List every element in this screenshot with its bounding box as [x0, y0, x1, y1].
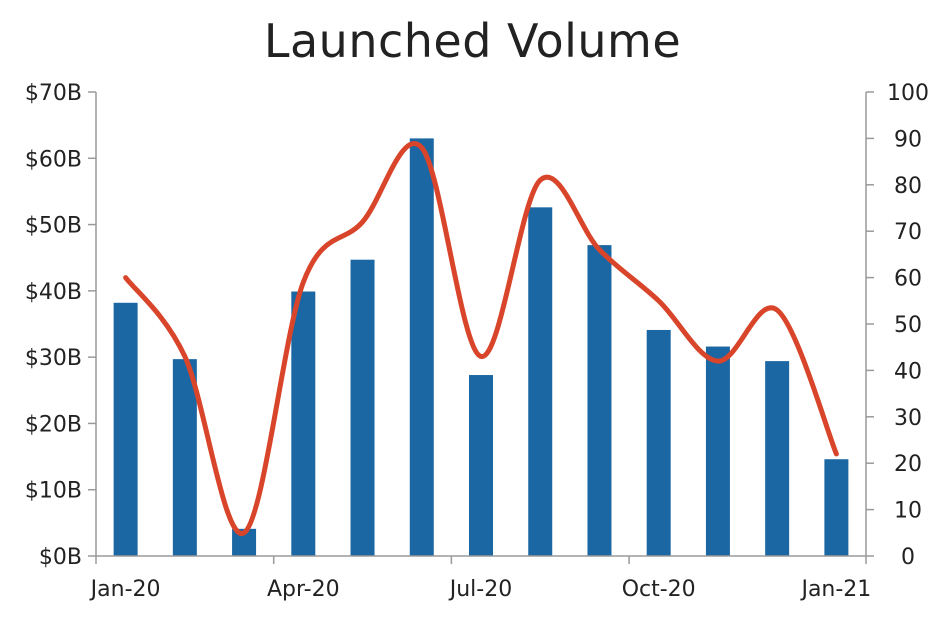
bar-Aug-20 [528, 207, 553, 556]
y-left-tick-label: $10B [25, 479, 82, 504]
x-tick-label: Apr-20 [267, 577, 340, 602]
y-left-tick-label: $60B [25, 147, 82, 172]
y-left-tick-label: $30B [25, 346, 82, 371]
y-right-tick-label: 70 [894, 220, 922, 245]
bar-Feb-20 [172, 359, 197, 556]
y-left-tick-label: $70B [25, 81, 82, 106]
y-right-tick-label: 10 [894, 499, 922, 524]
labels-layer: $0B $10B $20B $30B $40B $50B $60B $70B 0 10 20 30 40… [25, 81, 929, 602]
bar-Nov-20 [705, 346, 730, 556]
bars-layer [113, 138, 849, 556]
bar-Jan-21 [824, 459, 849, 556]
y-left-tick-label: $40B [25, 280, 82, 305]
chart-title: Launched Volume [263, 14, 682, 68]
y-right-tick-label: 0 [901, 545, 915, 570]
bar-Mar-20 [232, 528, 257, 556]
bar-Sep-20 [587, 245, 612, 556]
bar-Jan-20 [113, 302, 138, 556]
y-right-tick-label: 100 [887, 81, 929, 106]
bar-May-20 [350, 259, 375, 556]
y-right-tick-label: 30 [894, 406, 922, 431]
bar-Jun-20 [409, 138, 434, 556]
bar-Oct-20 [646, 329, 671, 556]
x-tick-label: Jan-21 [799, 577, 871, 602]
y-right-tick-label: 90 [894, 127, 922, 152]
bar-Jul-20 [469, 375, 493, 556]
y-left-tick-label: $20B [25, 412, 82, 437]
x-tick-label: Jul-20 [448, 577, 512, 602]
x-tick-label: Oct-20 [622, 577, 696, 602]
y-right-tick-label: 40 [894, 359, 922, 384]
y-right-tick-label: 80 [894, 174, 922, 199]
line-layer [123, 141, 839, 536]
y-right-tick-label: 60 [894, 267, 922, 292]
y-left-tick-label: $50B [25, 214, 82, 239]
x-tick-label: Jan-20 [89, 577, 161, 602]
axes-layer [88, 91, 874, 564]
bar-Apr-20 [291, 291, 316, 556]
y-right-tick-label: 20 [894, 452, 922, 477]
y-right-tick-label: 50 [894, 313, 922, 338]
bar-Dec-20 [765, 361, 790, 556]
y-left-tick-label: $0B [39, 545, 82, 570]
